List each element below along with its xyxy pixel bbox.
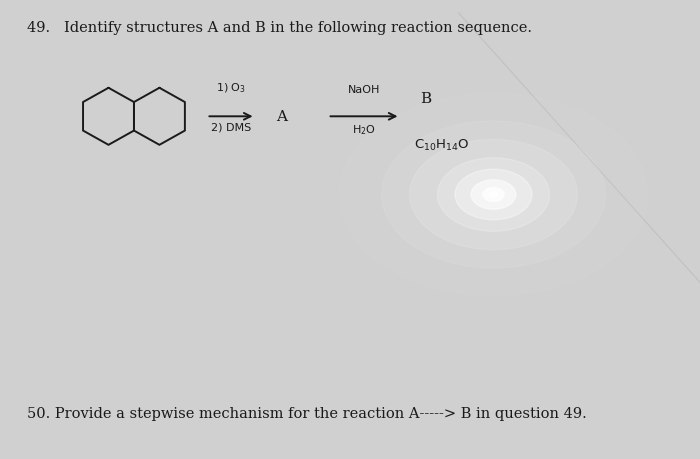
Text: B: B <box>420 92 431 106</box>
Circle shape <box>455 170 532 220</box>
Text: 49.   Identify structures A and B in the following reaction sequence.: 49. Identify structures A and B in the f… <box>27 21 531 34</box>
Circle shape <box>382 122 606 269</box>
Text: H$_2$O: H$_2$O <box>352 123 376 136</box>
Text: 1) O$_3$: 1) O$_3$ <box>216 81 246 95</box>
Text: C$_{10}$H$_{14}$O: C$_{10}$H$_{14}$O <box>414 138 470 153</box>
Text: 50. Provide a stepwise mechanism for the reaction A-----> B in question 49.: 50. Provide a stepwise mechanism for the… <box>27 406 587 420</box>
Circle shape <box>471 180 516 210</box>
Circle shape <box>410 140 578 250</box>
Text: NaOH: NaOH <box>348 85 380 95</box>
Circle shape <box>489 192 498 198</box>
Circle shape <box>438 158 550 232</box>
Text: 2) DMS: 2) DMS <box>211 123 251 133</box>
Text: A: A <box>276 110 288 124</box>
Circle shape <box>483 188 504 202</box>
